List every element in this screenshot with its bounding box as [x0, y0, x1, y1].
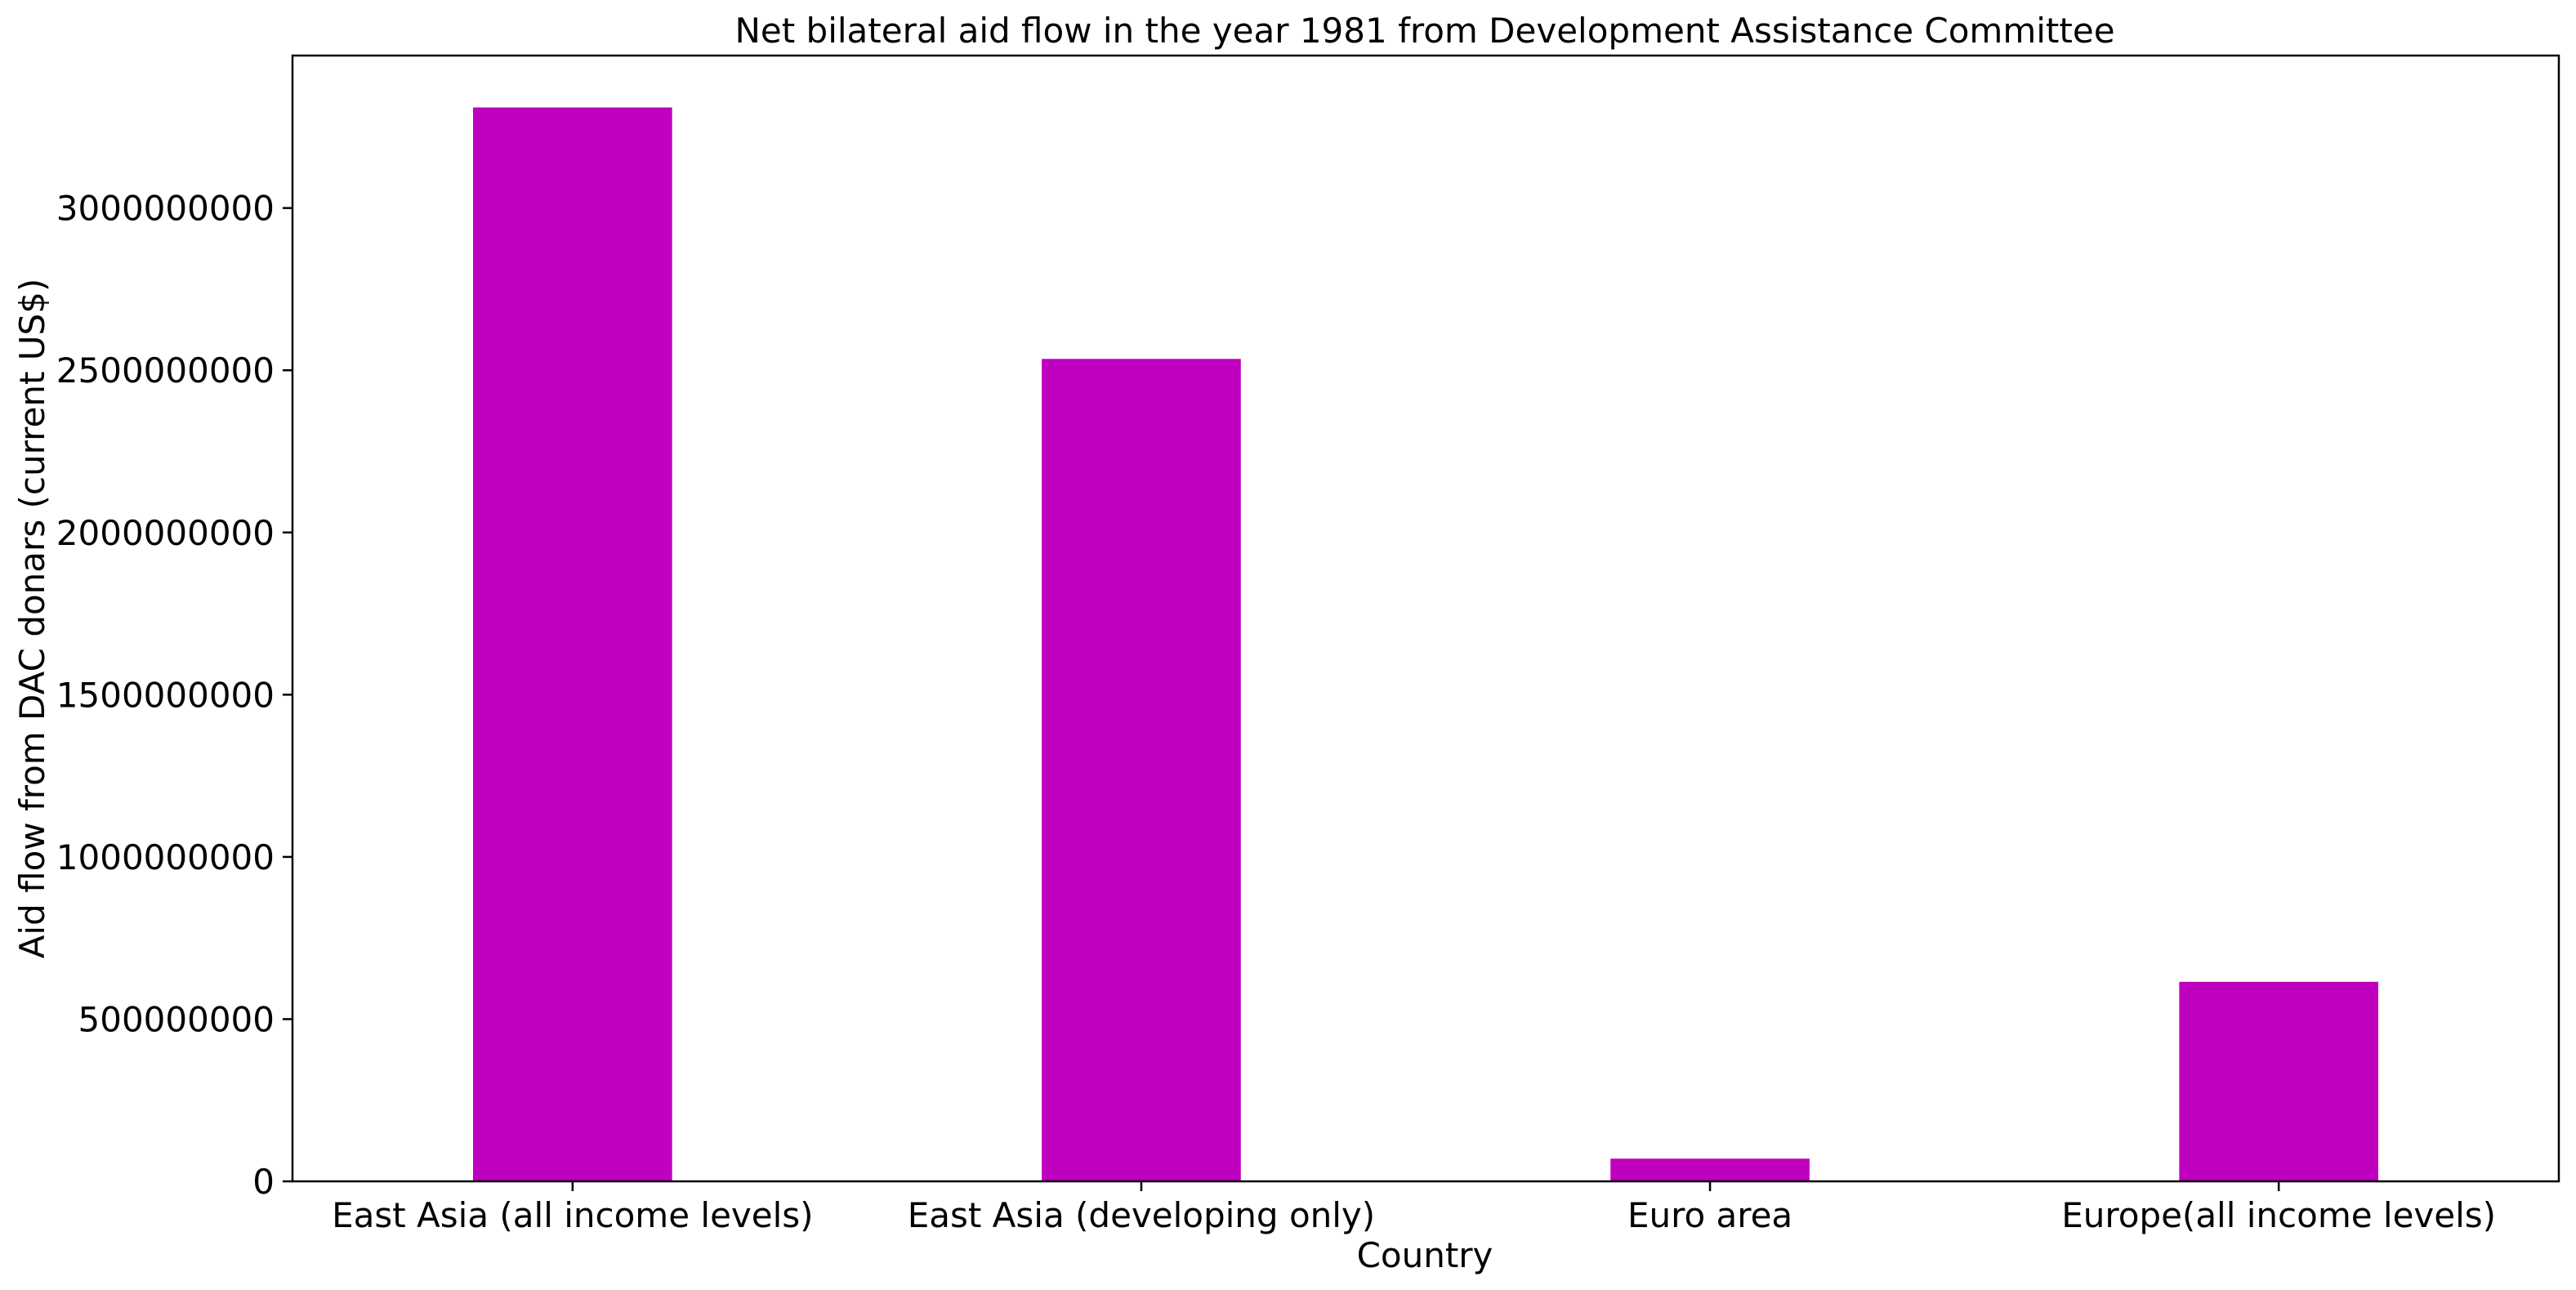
bar-3: [2179, 981, 2378, 1181]
plot-frame: [291, 54, 2560, 1183]
y-tick-label-1: 500000000: [78, 999, 275, 1039]
x-tick-label-3: Europe(all income levels): [2061, 1195, 2496, 1235]
x-tick-label-0: East Asia (all income levels): [332, 1195, 813, 1235]
bar-1: [1042, 359, 1241, 1181]
y-tick-label-2: 1000000000: [56, 837, 275, 877]
y-axis-label: Aid flow from DAC donars (current US$): [12, 279, 52, 959]
chart-title: Net bilateral aid flow in the year 1981 …: [734, 11, 2114, 51]
bar-2: [1610, 1158, 1810, 1181]
y-tick-label-5: 2500000000: [56, 350, 275, 391]
x-axis-ticks: East Asia (all income levels) East Asia (…: [332, 1181, 2496, 1235]
y-tick-label-4: 2000000000: [56, 513, 275, 553]
y-tick-label-0: 0: [252, 1162, 275, 1202]
x-tick-label-2: Euro area: [1627, 1195, 1792, 1235]
y-tick-label-3: 1500000000: [56, 675, 275, 715]
bars-group: [473, 107, 2378, 1181]
bar-0: [473, 107, 672, 1181]
y-tick-label-6: 3000000000: [56, 189, 275, 229]
x-tick-label-1: East Asia (developing only): [908, 1195, 1375, 1235]
x-axis-label: Country: [1357, 1235, 1493, 1275]
y-axis-ticks: 0 500000000 1000000000 1500000000 2000000000…: [56, 189, 292, 1202]
